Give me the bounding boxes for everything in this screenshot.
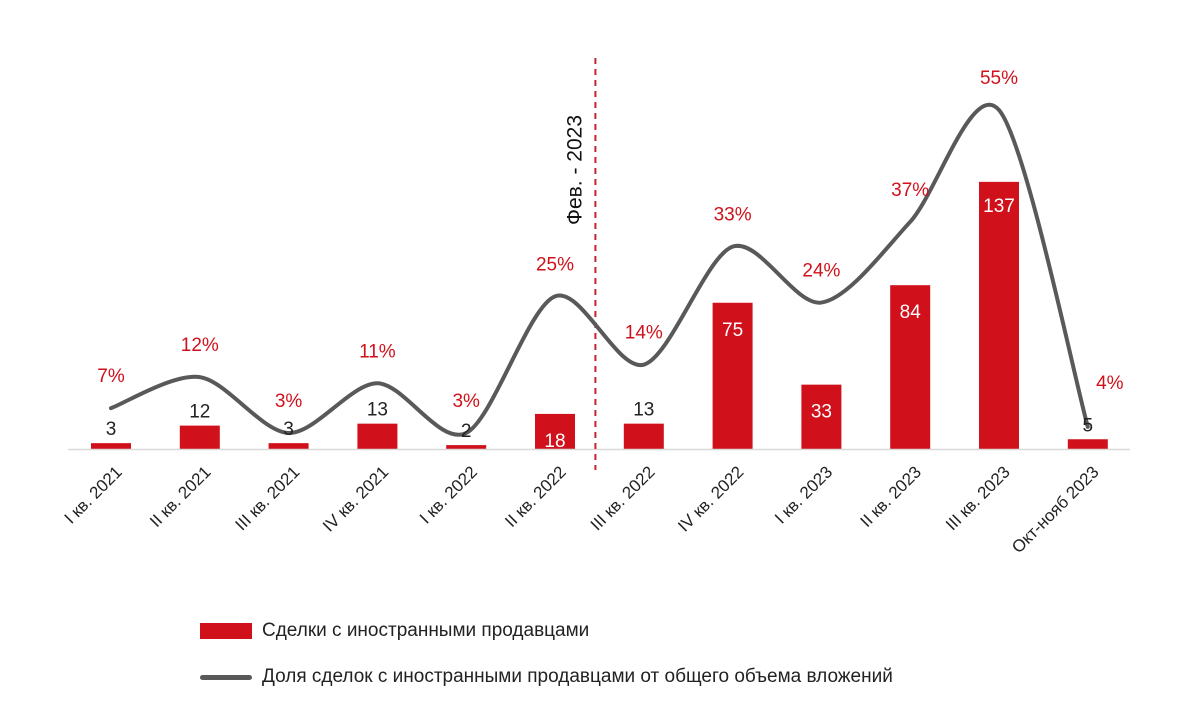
bar [1067, 439, 1108, 449]
bar-value-label: 18 [544, 431, 565, 452]
share-value-label: 55% [980, 68, 1018, 89]
bar-value-label: 13 [633, 400, 654, 421]
bar [179, 425, 220, 449]
share-value-label: 37% [891, 180, 929, 201]
x-tick-label: III кв. 2022 [587, 462, 659, 534]
bar-value-label: 5 [1083, 415, 1094, 436]
x-tick-label: III кв. 2023 [942, 462, 1014, 534]
bars-layer [91, 181, 1108, 449]
bar [979, 181, 1019, 449]
bar [535, 413, 575, 449]
share-value-label: 25% [536, 254, 574, 275]
legend-item-line: Доля сделок с иностранными продавцами от… [200, 666, 893, 688]
bar [446, 445, 487, 449]
share-value-label: 7% [97, 366, 125, 387]
annotation-label: Фев. - 2023 [563, 115, 586, 225]
share-value-label: 3% [275, 391, 303, 412]
bar-value-label: 137 [983, 196, 1015, 217]
share-value-label: 33% [714, 205, 752, 226]
bar-value-label: 13 [367, 400, 388, 421]
legend-bar-label: Сделки с иностранными продавцами [262, 620, 590, 641]
legend-line-label: Доля сделок с иностранными продавцами от… [262, 666, 893, 687]
bar-value-label: 75 [722, 320, 743, 341]
x-tick-label: IV кв. 2022 [674, 462, 747, 535]
bar-value-label: 2 [461, 421, 472, 442]
legend-bar-swatch [200, 623, 252, 639]
legend-item-bars: Сделки с иностранными продавцами [200, 620, 589, 642]
x-tick-label: I кв. 2021 [61, 462, 126, 527]
x-tick-label: III кв. 2021 [232, 462, 304, 534]
bar [357, 423, 398, 449]
bar [712, 302, 753, 449]
x-tick-label: I кв. 2022 [416, 462, 481, 527]
x-tick-label: II кв. 2022 [501, 462, 570, 531]
bar [91, 443, 131, 449]
share-value-label: 14% [625, 323, 663, 344]
bar [268, 443, 309, 449]
bar-value-label: 84 [900, 302, 922, 323]
bar-value-label: 33 [811, 402, 832, 423]
x-tick-label: II кв. 2023 [857, 462, 926, 531]
share-value-label: 4% [1096, 373, 1124, 394]
bar-value-label: 3 [283, 419, 294, 440]
share-series-line [109, 102, 1090, 437]
bar [890, 285, 931, 449]
share-value-label: 3% [452, 391, 480, 412]
x-tick-label: IV кв. 2021 [319, 462, 392, 535]
bar [801, 384, 842, 449]
share-value-label: 11% [359, 341, 396, 362]
x-tick-label: I кв. 2023 [771, 462, 836, 527]
bar [623, 423, 664, 449]
annotation-layer: Фев. - 2023 [563, 58, 597, 470]
share-value-label: 12% [181, 335, 219, 356]
bar-value-label: 12 [189, 402, 210, 423]
bar-value-label: 3 [106, 419, 117, 440]
legend-line-swatch [200, 674, 252, 680]
x-tick-labels: I кв. 2021 II кв. 2021 III кв. 2021 IV кв. … [61, 462, 1103, 556]
share-labels-layer: 7% 12% 3% 11% 3% 25% 14% 33% 24% 37% 55% 4% [97, 68, 1123, 412]
share-value-label: 24% [802, 261, 840, 282]
x-tick-label: II кв. 2021 [146, 462, 215, 531]
x-tick-label: Окт-нояб 2023 [1008, 462, 1102, 556]
